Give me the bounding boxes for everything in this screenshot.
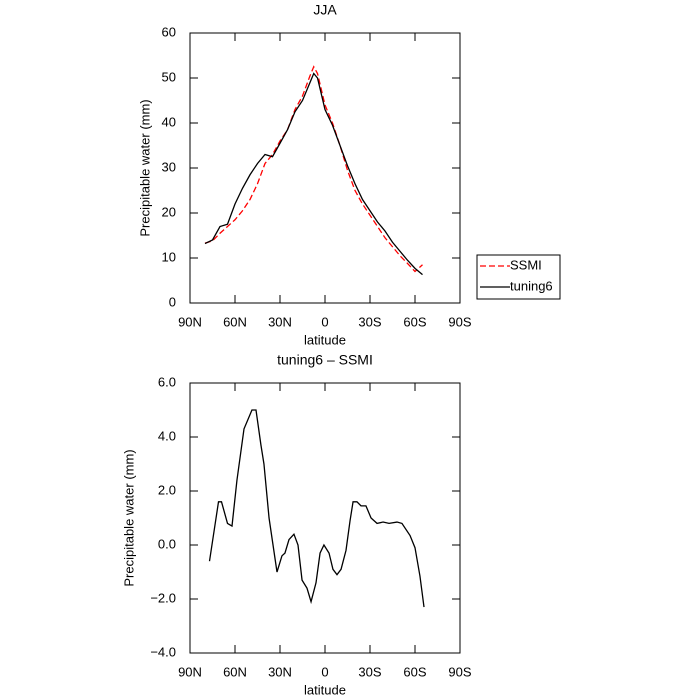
- x-tick-label: 90S: [448, 664, 471, 679]
- y-tick-label: 40: [162, 114, 176, 129]
- y-tick-label: 2.0: [158, 482, 176, 497]
- y-tick-label: −4.0: [150, 644, 176, 659]
- y-tick-label: 4.0: [158, 428, 176, 443]
- x-axis-label: latitude: [304, 332, 346, 347]
- chart-title: JJA: [313, 2, 337, 18]
- data-line: [204, 65, 423, 273]
- legend-label: tuning6: [510, 278, 553, 293]
- plot-frame: [189, 32, 461, 304]
- y-tick-label: 6.0: [158, 374, 176, 389]
- x-tick-label: 60N: [223, 314, 247, 329]
- x-axis-label: latitude: [304, 682, 346, 697]
- x-tick-label: 60N: [223, 664, 247, 679]
- x-tick-label: 0: [321, 314, 328, 329]
- y-tick-label: 0: [169, 294, 176, 309]
- x-tick-label: 90N: [178, 664, 202, 679]
- y-tick-label: 20: [162, 204, 176, 219]
- data-line: [208, 409, 425, 608]
- y-tick-label: 60: [162, 24, 176, 39]
- y-tick-label: 0.0: [158, 536, 176, 551]
- x-tick-label: 30N: [268, 664, 292, 679]
- x-tick-label: 60S: [403, 664, 426, 679]
- plot-frame: [189, 382, 461, 654]
- x-tick-label: 60S: [403, 314, 426, 329]
- x-tick-label: 30N: [268, 314, 292, 329]
- y-axis-label: Precipitable water (mm): [121, 449, 136, 586]
- chart-title: tuning6 – SSMI: [277, 352, 373, 368]
- x-tick-label: 0: [321, 664, 328, 679]
- legend-box: [476, 254, 561, 300]
- data-line: [204, 72, 423, 276]
- x-tick-label: 30S: [358, 314, 381, 329]
- panel: tuning6 – SSMI −4.0 −2.0 0.0 2.0 4.0 6.0 90N 60N…: [121, 352, 471, 698]
- y-tick-label: −2.0: [150, 590, 176, 605]
- y-tick-label: 50: [162, 69, 176, 84]
- x-tick-label: 90S: [448, 314, 471, 329]
- panel: JJA 0 10 20 30 40 50 60 90N 60N 30N 0 30S 60S 90S latit…: [137, 2, 561, 347]
- x-tick-label: 90N: [178, 314, 202, 329]
- x-tick-label: 30S: [358, 664, 381, 679]
- y-axis-label: Precipitable water (mm): [137, 99, 152, 236]
- y-tick-label: 30: [162, 159, 176, 174]
- y-tick-label: 10: [162, 249, 176, 264]
- legend-label: SSMI: [510, 257, 542, 272]
